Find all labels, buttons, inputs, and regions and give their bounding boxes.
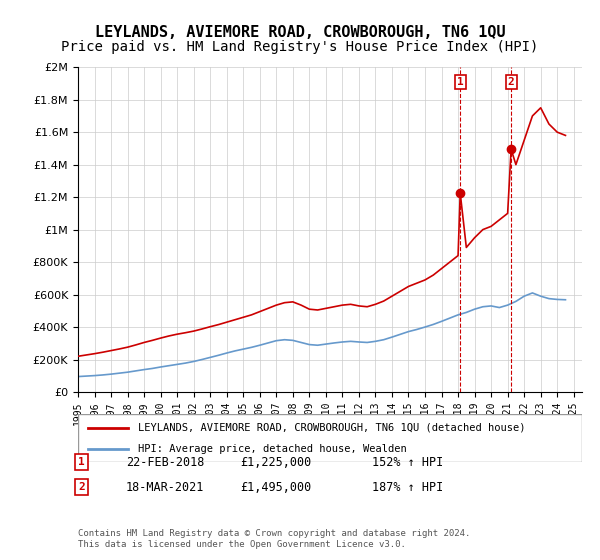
- Text: £1,495,000: £1,495,000: [240, 480, 311, 494]
- Text: 2: 2: [78, 482, 85, 492]
- Text: 1: 1: [78, 457, 85, 467]
- Text: 18-MAR-2021: 18-MAR-2021: [126, 480, 205, 494]
- Text: Contains HM Land Registry data © Crown copyright and database right 2024.
This d: Contains HM Land Registry data © Crown c…: [78, 529, 470, 549]
- Text: HPI: Average price, detached house, Wealden: HPI: Average price, detached house, Weal…: [139, 444, 407, 454]
- Text: LEYLANDS, AVIEMORE ROAD, CROWBOROUGH, TN6 1QU: LEYLANDS, AVIEMORE ROAD, CROWBOROUGH, TN…: [95, 25, 505, 40]
- FancyBboxPatch shape: [78, 414, 582, 462]
- Text: 22-FEB-2018: 22-FEB-2018: [126, 455, 205, 469]
- Text: 1: 1: [457, 77, 464, 87]
- Text: LEYLANDS, AVIEMORE ROAD, CROWBOROUGH, TN6 1QU (detached house): LEYLANDS, AVIEMORE ROAD, CROWBOROUGH, TN…: [139, 423, 526, 433]
- Text: 2: 2: [508, 77, 514, 87]
- Text: £1,225,000: £1,225,000: [240, 455, 311, 469]
- Text: Price paid vs. HM Land Registry's House Price Index (HPI): Price paid vs. HM Land Registry's House …: [61, 40, 539, 54]
- Text: 187% ↑ HPI: 187% ↑ HPI: [372, 480, 443, 494]
- Text: 152% ↑ HPI: 152% ↑ HPI: [372, 455, 443, 469]
